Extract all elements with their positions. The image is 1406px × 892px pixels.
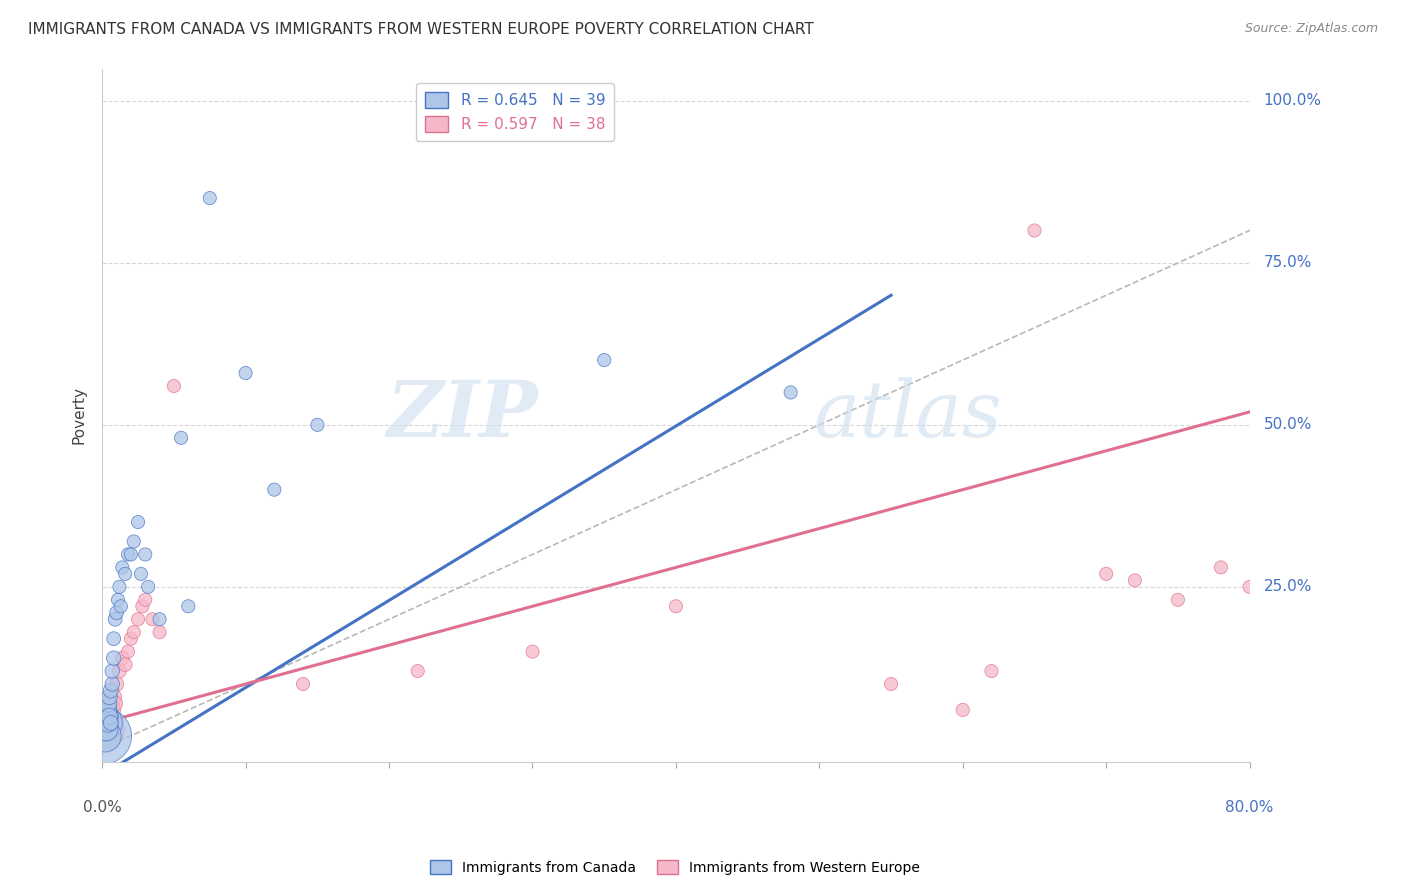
Point	[93, 723, 115, 737]
Point	[97, 715, 120, 730]
Point	[94, 715, 117, 730]
Point	[263, 483, 285, 497]
Point	[100, 697, 122, 711]
Legend: R = 0.645   N = 39, R = 0.597   N = 38: R = 0.645 N = 39, R = 0.597 N = 38	[416, 83, 614, 141]
Text: 0.0%: 0.0%	[83, 800, 121, 815]
Point	[101, 703, 124, 717]
Point	[665, 599, 688, 614]
Point	[110, 599, 132, 614]
Point	[98, 715, 121, 730]
Text: ZIP: ZIP	[387, 377, 538, 453]
Point	[93, 715, 115, 730]
Legend: Immigrants from Canada, Immigrants from Western Europe: Immigrants from Canada, Immigrants from …	[425, 855, 925, 880]
Point	[107, 592, 129, 607]
Point	[96, 703, 118, 717]
Point	[1209, 560, 1232, 574]
Point	[94, 709, 117, 723]
Point	[114, 657, 136, 672]
Point	[129, 566, 152, 581]
Text: 25.0%: 25.0%	[1264, 579, 1312, 594]
Point	[104, 697, 127, 711]
Point	[103, 651, 125, 665]
Point	[779, 385, 801, 400]
Point	[97, 697, 120, 711]
Point	[122, 625, 145, 640]
Point	[307, 417, 329, 432]
Point	[98, 709, 121, 723]
Point	[163, 379, 186, 393]
Point	[105, 606, 128, 620]
Point	[120, 548, 142, 562]
Point	[177, 599, 200, 614]
Point	[149, 625, 172, 640]
Point	[103, 690, 125, 704]
Point	[108, 664, 131, 678]
Point	[406, 664, 429, 678]
Text: 100.0%: 100.0%	[1264, 94, 1322, 109]
Point	[980, 664, 1002, 678]
Point	[136, 580, 159, 594]
Point	[111, 560, 134, 574]
Text: 80.0%: 80.0%	[1226, 800, 1274, 815]
Point	[117, 548, 139, 562]
Text: atlas: atlas	[814, 377, 1002, 453]
Point	[101, 664, 124, 678]
Point	[522, 645, 544, 659]
Point	[1267, 592, 1289, 607]
Point	[96, 709, 118, 723]
Point	[149, 612, 172, 626]
Point	[105, 677, 128, 691]
Point	[131, 599, 153, 614]
Point	[98, 690, 121, 704]
Point	[117, 645, 139, 659]
Point	[1095, 566, 1118, 581]
Point	[111, 651, 134, 665]
Point	[93, 729, 115, 743]
Point	[141, 612, 163, 626]
Point	[134, 592, 156, 607]
Point	[952, 703, 974, 717]
Point	[1024, 223, 1046, 237]
Point	[104, 612, 127, 626]
Point	[103, 632, 125, 646]
Point	[120, 632, 142, 646]
Point	[127, 515, 149, 529]
Point	[100, 715, 122, 730]
Point	[101, 677, 124, 691]
Point	[1123, 574, 1146, 588]
Point	[134, 548, 156, 562]
Point	[122, 534, 145, 549]
Point	[1239, 580, 1261, 594]
Point	[170, 431, 193, 445]
Point	[235, 366, 257, 380]
Point	[880, 677, 903, 691]
Y-axis label: Poverty: Poverty	[72, 386, 86, 444]
Text: Source: ZipAtlas.com: Source: ZipAtlas.com	[1244, 22, 1378, 36]
Point	[114, 566, 136, 581]
Point	[1310, 574, 1333, 588]
Point	[1382, 560, 1405, 574]
Text: 50.0%: 50.0%	[1264, 417, 1312, 433]
Text: 75.0%: 75.0%	[1264, 255, 1312, 270]
Point	[198, 191, 221, 205]
Point	[1167, 592, 1189, 607]
Point	[593, 353, 616, 368]
Point	[100, 683, 122, 698]
Point	[292, 677, 315, 691]
Point	[108, 580, 131, 594]
Point	[94, 729, 117, 743]
Point	[127, 612, 149, 626]
Point	[96, 723, 118, 737]
Point	[97, 703, 120, 717]
Text: IMMIGRANTS FROM CANADA VS IMMIGRANTS FROM WESTERN EUROPE POVERTY CORRELATION CHA: IMMIGRANTS FROM CANADA VS IMMIGRANTS FRO…	[28, 22, 814, 37]
